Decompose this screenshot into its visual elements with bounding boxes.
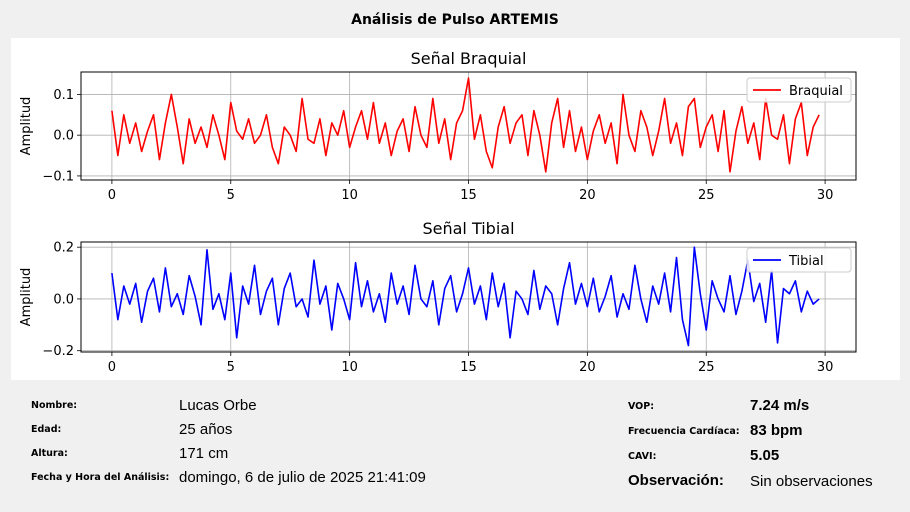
chart2-x-tick-label: 10 [341,360,358,375]
date-label: Fecha y Hora del Análisis: [31,472,170,483]
chart1-x-tick-label: 25 [698,188,715,203]
heart-rate-label: Frecuencia Cardíaca: [628,426,740,437]
plot-figure: 0 5 10 15 20 25 30 −0.1 0.0 0.1 Señal Braquial Ampl… [11,38,900,380]
plot-canvas: 0 5 10 15 20 25 30 −0.1 0.0 0.1 Señal Braquial Ampl… [19,49,857,375]
chart2-x-tick-label: 15 [460,360,477,375]
height-label: Altura: [31,448,68,459]
chart1-legend-box [746,77,852,103]
observation-label: Observación: [628,472,724,489]
cavi-label: CAVI: [628,451,657,462]
chart1-y-axis-label: Amplitud [19,97,34,156]
chart2-legend-label: Tibial [788,254,824,269]
chart1-y-tick-label: 0.1 [53,88,74,103]
chart2-x-tick-label: 0 [108,360,116,375]
chart1-x-tick-label: 5 [227,188,235,203]
chart2-x-tick-label: 5 [227,360,235,375]
chart2-legend-box [746,247,852,273]
vop-value: 7.24 m/s [750,397,810,414]
chart2-y-tick-label: 0.2 [53,241,74,256]
chart1-legend-label: Braquial [789,84,843,99]
chart1-y-tick-label: −0.1 [42,169,74,184]
observation-value: Sin observaciones [750,473,873,490]
chart1-x-tick-label: 10 [341,188,358,203]
cavi-value: 5.05 [750,447,780,464]
chart2-series-line [111,246,820,347]
name-value: Lucas Orbe [179,397,257,414]
chart2-y-tick-label: 0.0 [53,292,74,307]
age-value: 25 años [179,421,233,438]
chart1-x-tick-label: 15 [460,188,477,203]
heart-rate-value: 83 bpm [750,422,803,439]
chart1-x-tick-label: 20 [579,188,596,203]
chart2-y-axis-label: Amplitud [19,268,34,327]
chart1-x-tick-label: 30 [817,188,834,203]
chart2-y-tick-label: −0.2 [42,344,74,359]
date-value: domingo, 6 de julio de 2025 21:41:09 [179,469,426,486]
chart1-y-tick-label: 0.0 [53,129,74,144]
chart1-x-tick-label: 0 [108,188,116,203]
chart1-title: Señal Braquial [411,49,527,68]
age-label: Edad: [31,424,62,435]
window-title: Análisis de Pulso ARTEMIS [351,12,559,28]
chart2-x-tick-label: 25 [698,360,715,375]
chart2-x-tick-label: 20 [579,360,596,375]
chart1-series-line [111,77,820,173]
chart2-title: Señal Tibial [422,219,514,238]
height-value: 171 cm [179,445,229,462]
chart2-x-tick-label: 30 [817,360,834,375]
vop-label: VOP: [628,401,655,412]
name-label: Nombre: [31,400,78,411]
